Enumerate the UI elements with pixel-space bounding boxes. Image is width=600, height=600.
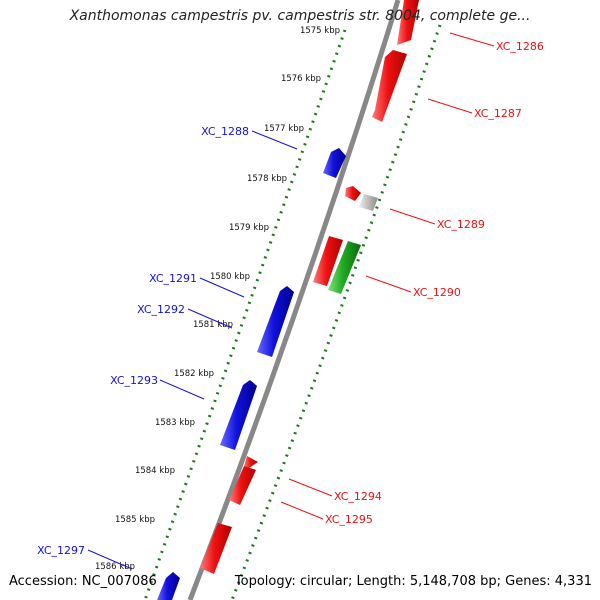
label-xc-1286[interactable]: XC_1286	[496, 40, 544, 53]
gene-xc-1288[interactable]	[323, 148, 346, 178]
kbp-tick-label: 1584 kbp	[135, 466, 175, 476]
kbp-ruler: 1575 kbp 1576 kbp 1577 kbp 1578 kbp 1579 kbp…	[95, 24, 442, 600]
gene-xc-1290-red[interactable]	[313, 236, 343, 286]
label-xc-1290[interactable]: XC_1290	[413, 286, 461, 299]
leader-xc-1291	[199, 277, 245, 298]
kbp-tick-label: 1582 kbp	[174, 369, 214, 379]
kbp-tick-label: 1586 kbp	[95, 562, 135, 572]
gene-xc-1290[interactable]	[328, 241, 361, 294]
leader-xc-1295	[280, 501, 324, 520]
gene-leader-lines	[87, 32, 495, 570]
leader-xc-1287	[427, 98, 473, 114]
gene-xc-1294[interactable]	[244, 456, 258, 468]
label-xc-1292[interactable]: XC_1292	[137, 303, 185, 316]
feature-grey-block[interactable]	[359, 194, 378, 211]
label-xc-1294[interactable]: XC_1294	[334, 490, 382, 503]
genome-title: Xanthomonas campestris pv. campestris st…	[69, 8, 531, 24]
label-xc-1291[interactable]: XC_1291	[149, 272, 197, 285]
genome-summary: Topology: circular; Length: 5,148,708 bp…	[234, 574, 592, 589]
kbp-tick-label: 1577 kbp	[264, 124, 304, 134]
kbp-tick-label: 1583 kbp	[155, 418, 195, 428]
leader-xc-1297	[87, 549, 133, 570]
kbp-tick-label: 1575 kbp	[300, 26, 340, 36]
kbp-tick-label: 1579 kbp	[229, 223, 269, 233]
kbp-tick-label: 1580 kbp	[210, 272, 250, 282]
leader-xc-1288	[251, 130, 298, 150]
kbp-tick-label: 1585 kbp	[115, 515, 155, 525]
leader-xc-1292	[187, 308, 233, 329]
kbp-tick-label: 1581 kbp	[193, 320, 233, 330]
label-xc-1287[interactable]: XC_1287	[474, 107, 522, 120]
gene-xc-1293[interactable]	[220, 380, 257, 450]
genome-backbone	[187, 0, 401, 600]
reverse-genes	[157, 148, 346, 600]
gene-labels: XC_1286 XC_1287 XC_1289 XC_1290 XC_1294 …	[37, 40, 544, 557]
leader-xc-1294	[288, 478, 333, 497]
gene-xc-1295[interactable]	[229, 466, 256, 505]
label-xc-1297[interactable]: XC_1297	[37, 544, 85, 557]
leader-xc-1289	[389, 208, 436, 225]
gene-xc-1296[interactable]	[200, 523, 232, 574]
gene-xc-1286[interactable]	[397, 0, 419, 45]
label-xc-1295[interactable]: XC_1295	[325, 513, 373, 526]
label-xc-1289[interactable]: XC_1289	[437, 218, 485, 231]
gene-xc-1289[interactable]	[345, 186, 361, 201]
accession-label: Accession: NC_007086	[9, 574, 157, 589]
forward-genes	[200, 0, 419, 574]
gene-xc-1291[interactable]	[257, 286, 294, 357]
gene-xc-1287[interactable]	[372, 50, 407, 122]
gene-xc-1297[interactable]	[157, 572, 180, 600]
label-xc-1288[interactable]: XC_1288	[201, 125, 249, 138]
leader-xc-1290	[365, 275, 412, 293]
kbp-tick-label: 1578 kbp	[247, 174, 287, 184]
label-xc-1293[interactable]: XC_1293	[110, 374, 158, 387]
leader-xc-1293	[159, 379, 205, 400]
kbp-tick-label: 1576 kbp	[281, 74, 321, 84]
leader-xc-1286	[449, 32, 495, 47]
